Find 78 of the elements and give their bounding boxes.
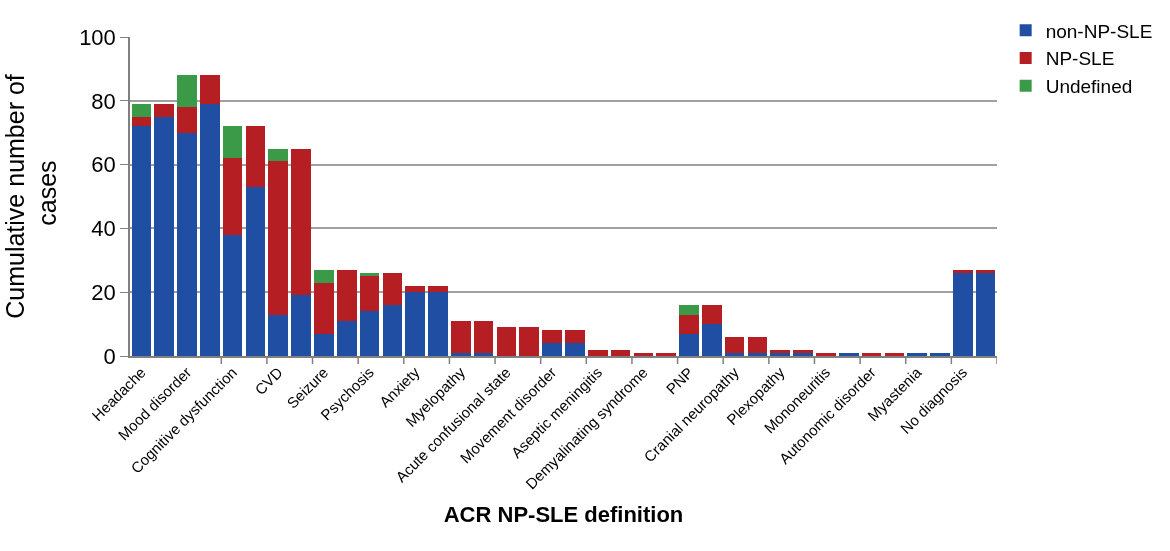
bar (428, 292, 448, 356)
y-tick-label: 100 (79, 24, 116, 50)
bar (132, 126, 151, 356)
bar (748, 353, 767, 356)
bar (268, 149, 288, 161)
bar (177, 107, 197, 133)
bar (679, 315, 699, 334)
bar (154, 117, 174, 356)
bar (223, 158, 242, 235)
bar (656, 353, 676, 356)
bar (953, 270, 973, 273)
bar (679, 305, 699, 315)
bar (725, 353, 744, 356)
bar (474, 353, 493, 356)
bar (405, 286, 425, 292)
bar (702, 324, 722, 356)
legend-label: Undefined (1045, 76, 1133, 98)
bar (268, 315, 288, 356)
y-tick-label: 40 (91, 216, 116, 242)
bar (748, 337, 767, 353)
bar (360, 276, 379, 311)
bar (474, 321, 493, 353)
bar (223, 235, 242, 356)
bar (519, 327, 539, 356)
bar (611, 350, 630, 356)
legend-label: non-NP-SLE (1045, 20, 1153, 42)
bar (428, 286, 448, 292)
bar (337, 270, 357, 321)
bar (200, 75, 220, 104)
bar (976, 273, 995, 356)
bar (360, 273, 379, 276)
bar (337, 321, 357, 356)
y-tick-label: 0 (103, 343, 116, 369)
bar (246, 126, 265, 187)
bar (268, 161, 288, 315)
bar (816, 353, 836, 356)
bar (291, 295, 311, 356)
bar (702, 305, 722, 324)
bar (154, 104, 174, 117)
bar (953, 273, 973, 356)
bar (839, 353, 859, 356)
bar (725, 337, 744, 353)
y-tick-label: 20 (91, 279, 116, 305)
bar (634, 353, 653, 356)
bar (360, 311, 379, 356)
bar (383, 305, 402, 356)
bar (907, 353, 927, 356)
bar (177, 133, 197, 356)
bar (246, 187, 265, 356)
bar (451, 353, 471, 356)
legend-label: NP-SLE (1045, 48, 1115, 70)
bar (885, 353, 904, 356)
x-axis-title: ACR NP-SLE definition (443, 501, 684, 527)
bar (405, 292, 425, 356)
bar (132, 117, 151, 126)
bar (451, 321, 471, 353)
bar (679, 334, 699, 356)
bar (542, 343, 562, 356)
bar (588, 350, 608, 356)
bar (383, 273, 402, 305)
bar (132, 104, 151, 117)
bar (314, 270, 334, 283)
bar (497, 327, 516, 356)
bar (542, 330, 562, 343)
bar (314, 283, 334, 334)
y-tick-label: 60 (91, 152, 116, 178)
bar (291, 149, 311, 295)
bar (223, 126, 242, 158)
bar (177, 75, 197, 107)
y-tick-label: 80 (91, 88, 116, 114)
y-axis-title: Cumulative number of cases (0, 74, 62, 319)
bar (976, 270, 995, 273)
bar (930, 353, 950, 356)
bar (565, 330, 585, 343)
bar (565, 343, 585, 356)
bar (314, 334, 334, 356)
bar (200, 104, 220, 356)
bar (862, 353, 881, 356)
